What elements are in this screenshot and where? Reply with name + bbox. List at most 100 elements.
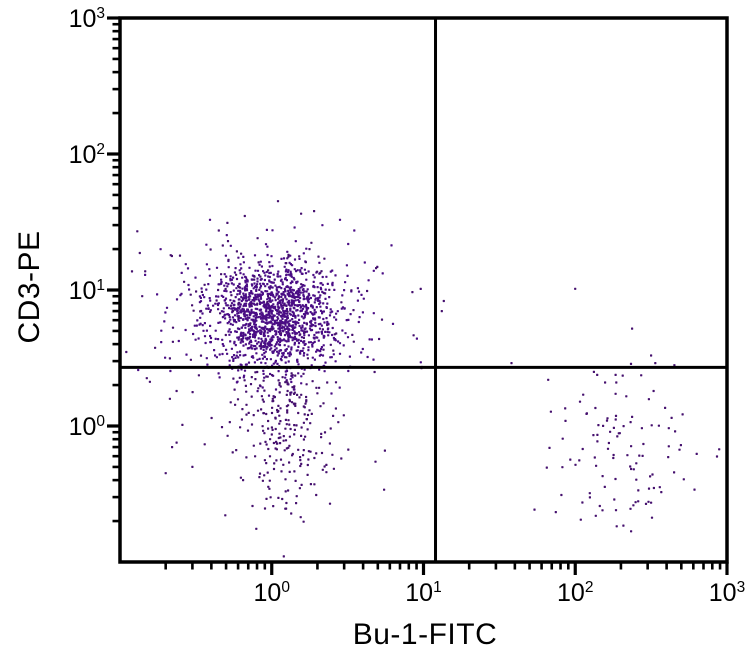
event-dot xyxy=(240,326,243,329)
event-dot xyxy=(223,299,226,302)
event-dot xyxy=(329,343,332,346)
event-dot xyxy=(302,438,305,441)
event-dot xyxy=(337,340,340,343)
event-dot xyxy=(625,395,628,398)
event-dot xyxy=(278,295,281,298)
event-dot xyxy=(248,324,252,327)
event-dot xyxy=(242,479,245,482)
event-dot xyxy=(622,425,625,428)
event-dot xyxy=(264,285,267,288)
event-dot xyxy=(322,402,325,405)
event-dot xyxy=(244,276,248,279)
event-dot xyxy=(325,306,328,309)
event-dot xyxy=(263,432,266,435)
event-dot xyxy=(298,255,301,258)
event-dot xyxy=(260,278,263,281)
event-dot xyxy=(224,287,227,291)
event-dot xyxy=(273,278,276,281)
event-dot xyxy=(240,364,243,367)
event-dot xyxy=(266,290,269,293)
event-dot xyxy=(315,331,318,334)
x-tick-label: 100 xyxy=(254,579,291,607)
event-dot xyxy=(280,305,283,308)
event-dot xyxy=(284,490,287,493)
event-dot xyxy=(254,269,257,272)
event-dot xyxy=(259,286,262,289)
event-dot xyxy=(237,336,241,339)
event-dot xyxy=(265,327,268,331)
event-dot xyxy=(293,343,296,346)
event-dot xyxy=(226,352,229,355)
event-dot xyxy=(292,313,295,316)
event-dot xyxy=(224,333,227,337)
event-dot xyxy=(243,369,247,372)
event-dot xyxy=(267,485,270,488)
event-dot xyxy=(340,457,343,460)
event-dot xyxy=(308,248,311,251)
event-dot xyxy=(301,285,304,288)
event-dot xyxy=(297,411,300,415)
event-dot xyxy=(304,303,308,307)
event-dot xyxy=(198,301,201,304)
event-dot xyxy=(305,278,308,281)
event-dot xyxy=(285,356,288,359)
event-dot xyxy=(305,290,308,293)
event-dot xyxy=(303,406,306,409)
event-dot xyxy=(249,303,253,306)
event-dot xyxy=(316,299,319,302)
event-dot xyxy=(253,282,256,285)
event-dot xyxy=(270,411,274,415)
event-dot xyxy=(219,312,222,315)
event-dot xyxy=(175,298,179,301)
event-dot xyxy=(244,317,247,320)
event-dot xyxy=(605,419,609,422)
event-dot xyxy=(233,308,237,311)
event-dot xyxy=(268,265,271,268)
event-dot xyxy=(340,301,343,304)
event-dot xyxy=(614,477,617,481)
event-dot xyxy=(317,331,320,334)
event-dot xyxy=(263,278,266,282)
event-dot xyxy=(250,308,253,311)
event-dot xyxy=(239,263,242,266)
event-dot xyxy=(331,269,334,272)
event-dot xyxy=(419,361,422,364)
event-dot xyxy=(252,444,255,447)
event-dot xyxy=(638,454,641,457)
event-dot xyxy=(342,344,345,347)
event-dot xyxy=(231,307,234,310)
event-dot xyxy=(228,359,231,362)
event-dot xyxy=(277,496,280,499)
event-dot xyxy=(236,351,239,354)
event-dot xyxy=(621,374,624,377)
event-dot xyxy=(215,295,218,298)
event-dot xyxy=(195,290,198,293)
event-dot xyxy=(257,337,260,340)
event-dot xyxy=(208,274,211,277)
event-dot xyxy=(222,310,225,313)
event-dot xyxy=(652,389,655,393)
event-dot xyxy=(283,334,287,337)
event-dot xyxy=(285,501,288,505)
event-dot xyxy=(222,307,225,310)
event-dot xyxy=(247,411,250,414)
event-dot xyxy=(288,423,291,426)
event-dot xyxy=(274,321,277,324)
event-dot xyxy=(245,302,248,305)
event-dot xyxy=(268,487,271,490)
event-dot xyxy=(607,441,610,445)
event-dot xyxy=(268,313,271,316)
event-dot xyxy=(344,281,347,284)
event-dot xyxy=(292,388,295,391)
event-dot xyxy=(240,267,243,270)
event-dot xyxy=(251,278,254,281)
event-dot xyxy=(245,413,248,416)
event-dot xyxy=(267,394,271,397)
quadrant-gates xyxy=(120,18,727,562)
event-dot xyxy=(322,334,325,337)
event-dot xyxy=(231,309,235,313)
event-dot xyxy=(300,305,303,308)
event-dot xyxy=(237,302,240,305)
event-dot xyxy=(289,427,292,431)
event-dot xyxy=(440,310,443,313)
